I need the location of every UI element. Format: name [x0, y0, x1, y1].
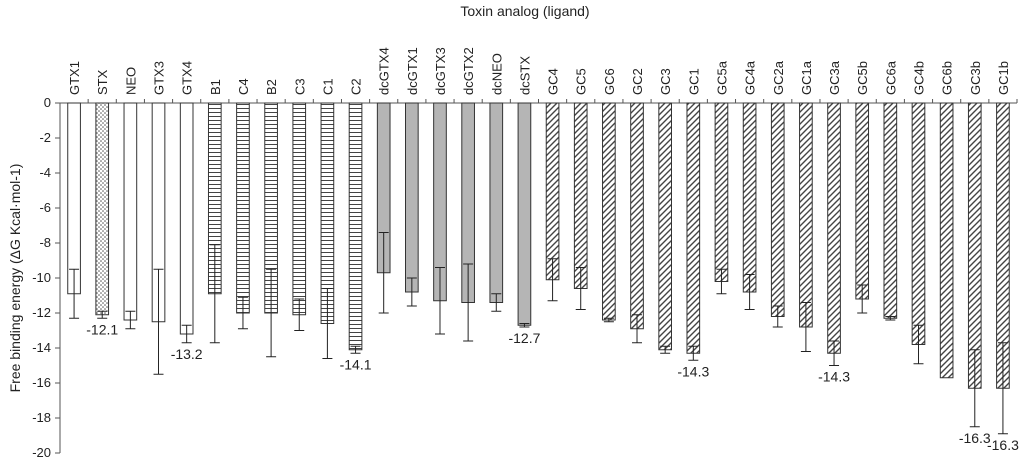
data-label: -16.3 — [987, 437, 1019, 453]
y-tick-label: -10 — [32, 270, 51, 285]
bar — [292, 102, 307, 316]
bar — [67, 102, 81, 295]
y-tick-label: 0 — [44, 95, 51, 110]
bar — [911, 102, 926, 345]
bar — [95, 102, 110, 316]
x-tick-label: GC5a — [714, 60, 729, 95]
x-tick-label: B1 — [208, 79, 223, 95]
x-tick-label: dcSTX — [517, 56, 532, 95]
data-label: -14.3 — [818, 369, 850, 385]
x-tick-label: GC5b — [855, 61, 870, 95]
bar — [123, 102, 138, 321]
data-label: -14.1 — [340, 356, 372, 372]
x-tick-label: STX — [95, 69, 110, 95]
bar — [883, 102, 898, 319]
x-tick-label: dcGTX3 — [433, 47, 448, 95]
x-tick-label: GC3 — [658, 68, 673, 95]
bar — [545, 102, 560, 281]
x-tick-label: GTX3 — [152, 61, 167, 95]
x-tick-label: GC4b — [911, 61, 926, 95]
y-axis-label: Free binding energy (ΔG Kcal·mol-1) — [7, 164, 23, 393]
data-label: -14.3 — [677, 363, 709, 379]
y-tick-label: -14 — [32, 340, 51, 355]
y-tick-label: -6 — [39, 200, 51, 215]
data-label: -16.3 — [959, 430, 991, 446]
x-tick-label: GC3a — [827, 60, 842, 95]
x-tick-label: B2 — [264, 79, 279, 95]
x-tick-label: GC2a — [771, 60, 786, 95]
x-tick-label: NEO — [123, 67, 138, 95]
data-label: -12.7 — [508, 330, 540, 346]
x-tick-label: C1 — [320, 78, 335, 95]
y-tick-label: -20 — [32, 445, 51, 460]
x-tick-label: GC6a — [883, 60, 898, 95]
bar — [799, 102, 813, 328]
y-tick-label: -18 — [32, 410, 51, 425]
x-tick-label: GC1a — [799, 60, 814, 95]
bar — [855, 102, 870, 300]
data-label: -12.1 — [86, 321, 118, 337]
bar — [405, 102, 419, 293]
x-tick-label: dcGTX4 — [377, 47, 392, 95]
bar — [939, 102, 954, 379]
bar — [489, 102, 504, 303]
bar — [179, 102, 194, 335]
x-tick-label: GC5 — [574, 68, 589, 95]
y-tick-label: -16 — [32, 375, 51, 390]
bar — [658, 102, 672, 351]
bar — [602, 102, 616, 321]
x-tick-label: GC2 — [630, 68, 645, 95]
bar — [236, 102, 250, 314]
x-tick-label: GC4a — [743, 60, 758, 95]
bar — [573, 102, 588, 289]
data-label: -13.2 — [171, 346, 203, 362]
x-tick-label: dcGTX2 — [461, 47, 476, 95]
x-tick-label: C4 — [236, 78, 251, 95]
bar — [686, 102, 701, 354]
x-tick-label: dcGTX1 — [405, 47, 420, 95]
x-tick-label: dcNEO — [489, 53, 504, 95]
bar — [714, 102, 729, 282]
x-tick-label: C2 — [349, 78, 364, 95]
chart-title: Toxin analog (ligand) — [460, 3, 589, 19]
x-tick-label: GC1b — [996, 61, 1011, 95]
x-tick-label: GC4 — [546, 68, 561, 95]
bar — [517, 102, 532, 326]
plot-area: 0 -2 -4 -6 -8 -10 -12 -14 -16 -18 -20 GTX1 STX NEO GTX… — [32, 47, 1019, 460]
y-tick-label: -8 — [39, 235, 51, 250]
x-tick-label: GC6 — [602, 68, 617, 95]
bar — [348, 102, 363, 351]
x-tick-label: GTX4 — [180, 61, 195, 95]
x-tick-label: GTX1 — [67, 61, 82, 95]
y-tick-label: -4 — [39, 165, 51, 180]
bar — [770, 102, 785, 317]
bar — [967, 102, 982, 389]
y-tick-label: -2 — [39, 130, 51, 145]
bar — [630, 102, 644, 330]
x-tick-label: C3 — [292, 78, 307, 95]
x-tick-label: GC1 — [686, 68, 701, 95]
x-tick-label: GC6b — [940, 61, 955, 95]
x-tick-label: GC3b — [968, 61, 983, 95]
y-tick-label: -12 — [32, 305, 51, 320]
bar — [827, 102, 841, 354]
bar — [742, 102, 757, 293]
